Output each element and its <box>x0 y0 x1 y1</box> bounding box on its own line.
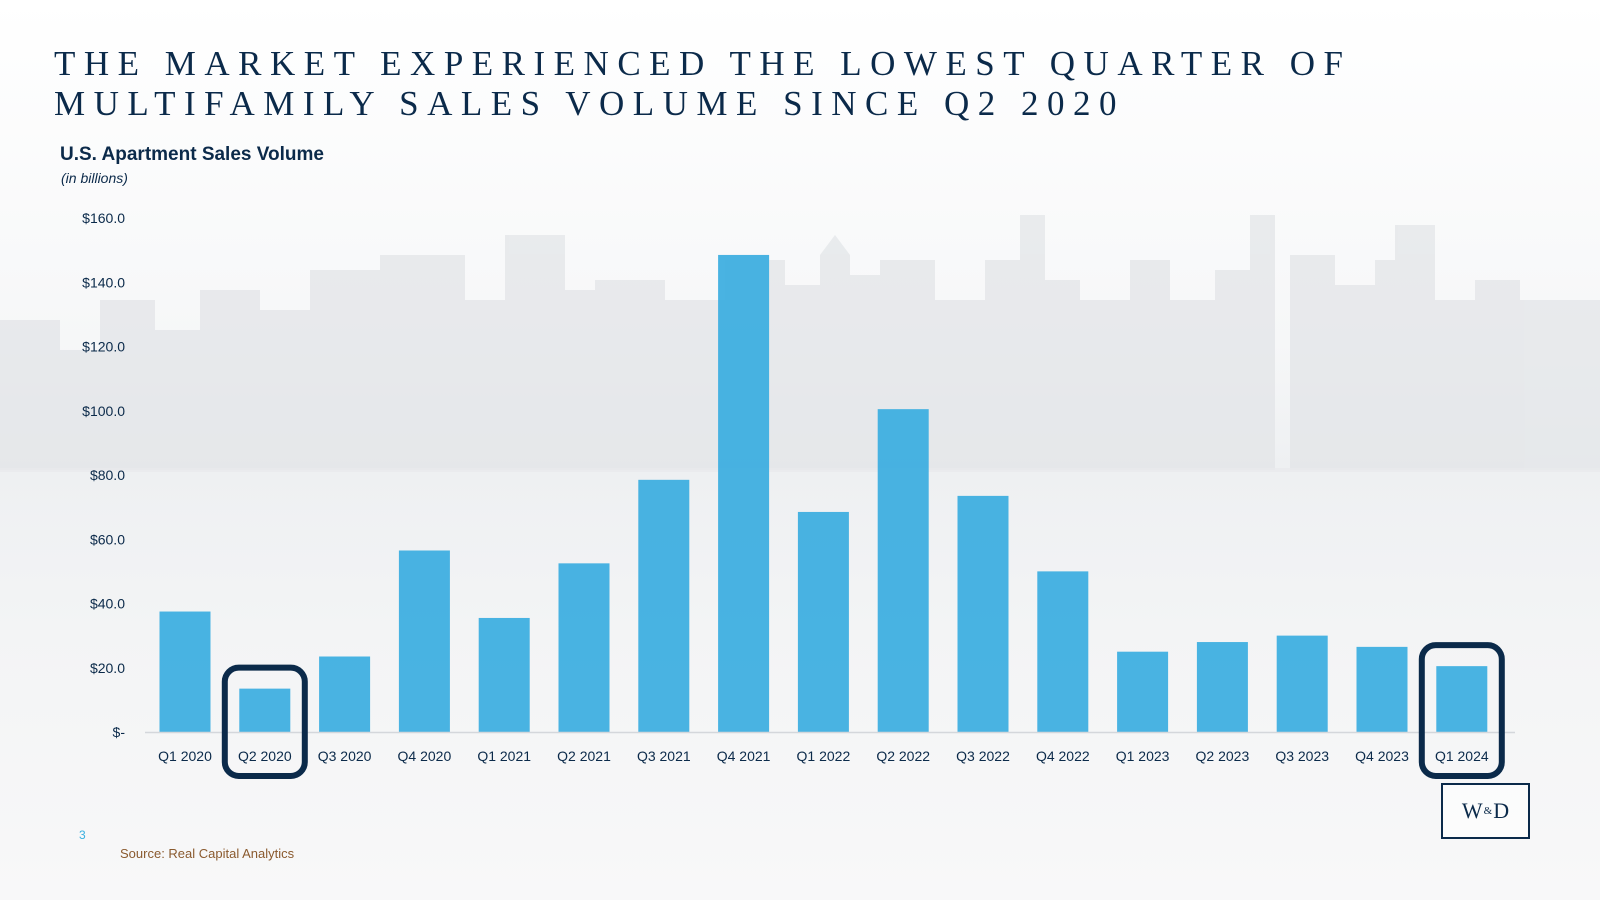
x-axis: Q1 2020 Q2 2020 Q3 2020 Q4 2020 Q1 2021 Q2 20… <box>158 748 1489 764</box>
x-tick-label: Q1 2022 <box>797 748 851 764</box>
x-tick-label: Q4 2023 <box>1355 748 1409 764</box>
chart-title: U.S. Apartment Sales Volume <box>60 144 324 165</box>
y-tick-label: $100.0 <box>82 403 125 419</box>
chart-subtitle: (in billions) <box>61 170 128 186</box>
bar <box>1117 651 1169 732</box>
bars <box>159 254 1488 732</box>
logo-ampersand: & <box>1483 805 1493 817</box>
y-axis: $- $20.0 $40.0 $60.0 $80.0 $100.0 $120.0 $140.0… <box>82 210 125 740</box>
x-tick-label: Q3 2023 <box>1275 748 1329 764</box>
x-tick-label: Q1 2020 <box>158 748 212 764</box>
bar <box>159 611 211 732</box>
y-tick-label: $120.0 <box>82 339 125 355</box>
bar <box>1356 646 1408 732</box>
page-headline: THE MARKET EXPERIENCED THE LOWEST QUARTE… <box>54 44 1352 123</box>
bar <box>478 617 530 732</box>
x-tick-label: Q4 2020 <box>398 748 452 764</box>
source-note: Source: Real Capital Analytics <box>120 846 295 861</box>
x-tick-label: Q2 2021 <box>557 748 611 764</box>
bar <box>957 495 1009 732</box>
bar <box>1276 635 1328 732</box>
x-tick-label: Q3 2020 <box>318 748 372 764</box>
highlight-box <box>1418 642 1505 779</box>
y-tick-label: $60.0 <box>90 531 125 547</box>
bar <box>239 688 291 732</box>
y-tick-label: $140.0 <box>82 274 125 290</box>
x-tick-label: Q3 2021 <box>637 748 691 764</box>
x-tick-label: Q1 2021 <box>477 748 531 764</box>
highlight-box <box>221 664 308 779</box>
x-tick-label: Q3 2022 <box>956 748 1010 764</box>
y-tick-label: $20.0 <box>90 660 125 676</box>
logo-letter-w: W <box>1461 798 1483 823</box>
x-tick-label: Q2 2022 <box>876 748 930 764</box>
x-tick-label: Q4 2021 <box>717 748 771 764</box>
company-logo: W & D <box>1441 783 1530 839</box>
y-tick-label: $80.0 <box>90 467 125 483</box>
page-number: 3 <box>79 828 86 842</box>
x-tick-label: Q2 2020 <box>238 748 292 764</box>
bar <box>718 254 770 732</box>
y-tick-label: $- <box>113 724 126 740</box>
logo-letter-d: D <box>1493 798 1510 823</box>
x-tick-label: Q2 2023 <box>1196 748 1250 764</box>
bar <box>319 656 371 732</box>
bar <box>1196 642 1248 732</box>
x-tick-label: Q1 2023 <box>1116 748 1170 764</box>
bar <box>398 550 450 732</box>
x-tick-label: Q1 2024 <box>1435 748 1489 764</box>
bar <box>877 409 929 732</box>
y-tick-label: $40.0 <box>90 596 125 612</box>
bar <box>797 511 849 732</box>
y-tick-label: $160.0 <box>82 210 125 226</box>
bar <box>1436 666 1488 732</box>
bar <box>558 563 610 732</box>
bar <box>1037 571 1089 732</box>
x-tick-label: Q4 2022 <box>1036 748 1090 764</box>
highlight-boxes <box>221 642 1505 779</box>
bar <box>638 479 690 732</box>
